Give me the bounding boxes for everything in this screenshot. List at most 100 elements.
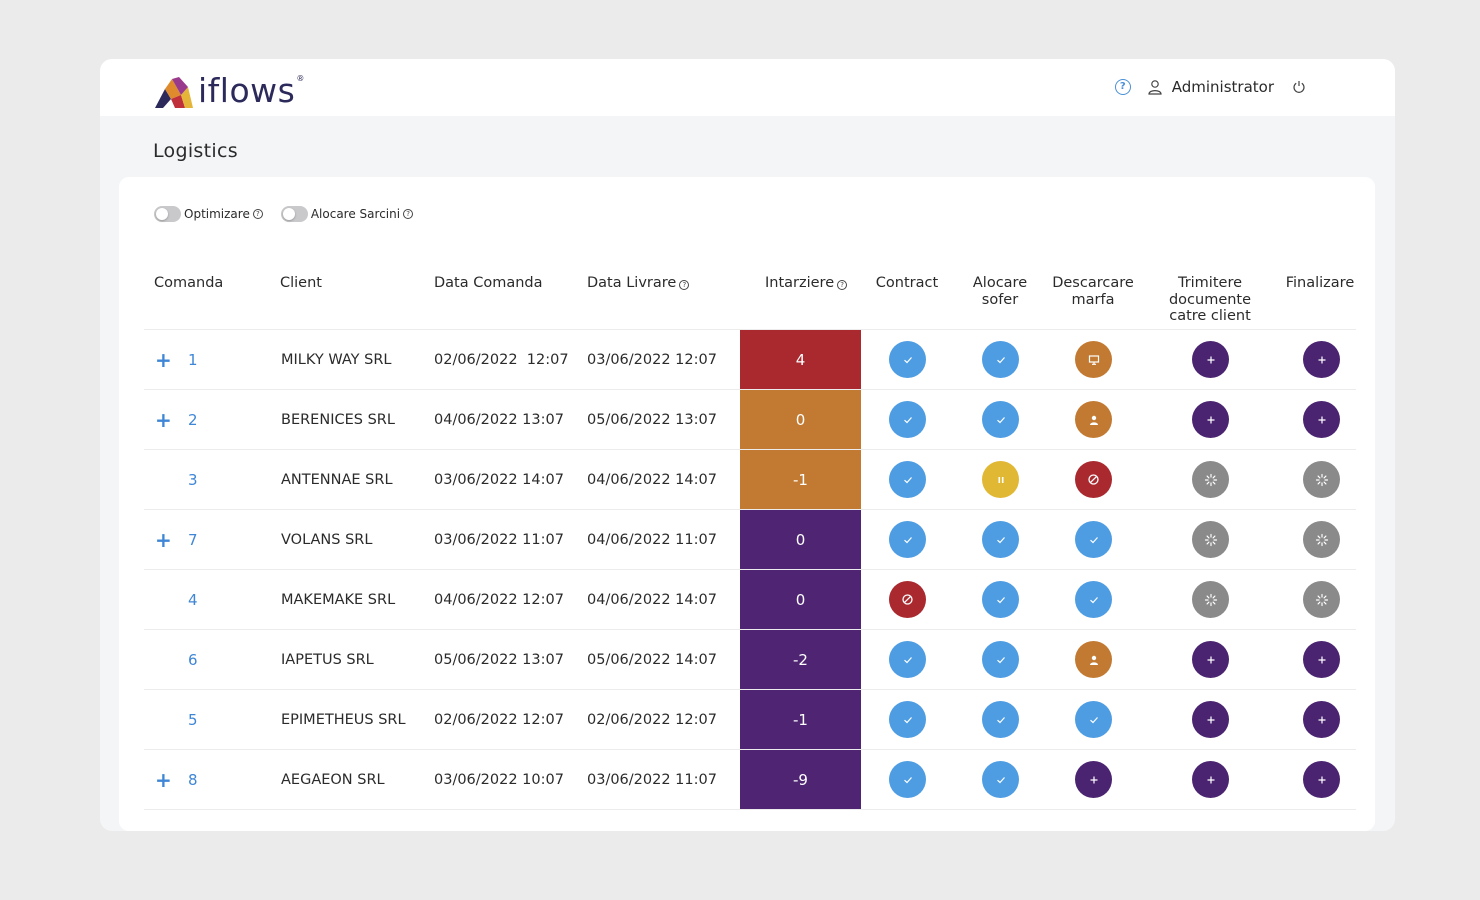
alocare-sofer-pause-icon[interactable] — [982, 461, 1019, 498]
column-header-data-livrare[interactable]: Data Livrare? — [587, 275, 690, 292]
finalizare-plus-icon[interactable] — [1303, 761, 1340, 798]
finalizare-plus-icon[interactable] — [1303, 641, 1340, 678]
column-header-data-comanda[interactable]: Data Comanda — [434, 275, 543, 291]
delay-cell: 0 — [740, 510, 861, 569]
optimizare-switch[interactable] — [154, 206, 181, 222]
toggle-label: Alocare Sarcini — [310, 207, 401, 221]
page-title: Logistics — [153, 140, 238, 162]
table-row[interactable]: +2 BERENICES SRL 04/06/2022 13:07 05/06/202… — [144, 390, 1356, 450]
delay-cell: -2 — [740, 630, 861, 689]
contract-done-check[interactable] — [889, 341, 926, 378]
order-number-link[interactable]: 6 — [188, 650, 198, 669]
toggle-alocare-sarcini[interactable]: Alocare Sarcini ? — [280, 206, 414, 222]
expand-row-icon[interactable]: + — [155, 527, 172, 552]
descarcare-marfa-blocked-icon[interactable] — [1075, 461, 1112, 498]
contract-done-check[interactable] — [889, 521, 926, 558]
column-header-trimitere-documente[interactable]: Trimitere documente catre client — [1156, 275, 1264, 325]
expand-row-icon[interactable]: + — [155, 767, 172, 792]
column-header-intarziere[interactable]: Intarziere? — [765, 275, 848, 292]
client-cell: IAPETUS SRL — [281, 651, 374, 668]
trimitere-documente-plus-icon[interactable] — [1192, 341, 1229, 378]
trimitere-documente-loading-icon[interactable] — [1192, 461, 1229, 498]
descarcare-marfa-person-icon[interactable] — [1075, 641, 1112, 678]
trimitere-documente-plus-icon[interactable] — [1192, 401, 1229, 438]
alocare-sofer-done-check[interactable] — [982, 761, 1019, 798]
trimitere-documente-loading-icon[interactable] — [1192, 521, 1229, 558]
descarcare-marfa-done-check[interactable] — [1075, 581, 1112, 618]
toggle-optimizare[interactable]: Optimizare ? — [154, 206, 263, 222]
order-number-link[interactable]: 3 — [188, 470, 198, 489]
help-icon[interactable]: ? — [252, 209, 263, 219]
trimitere-documente-plus-icon[interactable] — [1192, 641, 1229, 678]
finalizare-loading-icon[interactable] — [1303, 581, 1340, 618]
orders-card: Optimizare ? Alocare Sarcini ? Comanda C… — [119, 177, 1375, 831]
table-row[interactable]: 6 IAPETUS SRL 05/06/2022 13:07 05/06/2022 1… — [144, 630, 1356, 690]
contract-done-check[interactable] — [889, 761, 926, 798]
order-number-link[interactable]: 2 — [188, 410, 198, 429]
column-header-finalizare[interactable]: Finalizare — [1285, 275, 1355, 291]
order-number-link[interactable]: 1 — [188, 350, 198, 369]
trimitere-documente-plus-icon[interactable] — [1192, 701, 1229, 738]
power-icon[interactable] — [1292, 80, 1306, 94]
alocare-sofer-done-check[interactable] — [982, 641, 1019, 678]
contract-done-check[interactable] — [889, 401, 926, 438]
column-header-line: Alocare — [972, 275, 1028, 291]
descarcare-marfa-done-check[interactable] — [1075, 701, 1112, 738]
alocare-sofer-done-check[interactable] — [982, 341, 1019, 378]
logo[interactable]: iflows ® — [155, 73, 304, 109]
trimitere-documente-loading-icon[interactable] — [1192, 581, 1229, 618]
table-row[interactable]: +1 MILKY WAY SRL 02/06/2022 12:07 03/06/202… — [144, 330, 1356, 390]
logo-mark-icon — [155, 77, 193, 108]
contract-done-check[interactable] — [889, 641, 926, 678]
contract-done-check[interactable] — [889, 461, 926, 498]
order-number-link[interactable]: 4 — [188, 590, 198, 609]
alocare-sarcini-switch[interactable] — [280, 206, 308, 222]
user-name[interactable]: Administrator — [1171, 78, 1274, 96]
help-icon[interactable]: ? — [837, 280, 848, 290]
client-cell: BERENICES SRL — [281, 411, 395, 428]
finalizare-loading-icon[interactable] — [1303, 521, 1340, 558]
alocare-sofer-done-check[interactable] — [982, 581, 1019, 618]
delivery-date-cell: 04/06/2022 14:07 — [587, 471, 717, 488]
column-header-alocare-sofer[interactable]: Alocare sofer — [959, 275, 1041, 308]
column-header-descarcare-marfa[interactable]: Descarcare marfa — [1048, 275, 1138, 308]
alocare-sofer-done-check[interactable] — [982, 701, 1019, 738]
table-row[interactable]: +8 AEGAEON SRL 03/06/2022 10:07 03/06/2022 … — [144, 750, 1356, 810]
toggle-bar: Optimizare ? Alocare Sarcini ? — [154, 206, 431, 222]
order-number-link[interactable]: 5 — [188, 710, 198, 729]
order-number-link[interactable]: 7 — [188, 530, 198, 549]
table-row[interactable]: 5 EPIMETHEUS SRL 02/06/2022 12:07 02/06/202… — [144, 690, 1356, 750]
table-row[interactable]: 4 MAKEMAKE SRL 04/06/2022 12:07 04/06/2022 … — [144, 570, 1356, 630]
help-icon[interactable]: ? — [679, 280, 690, 290]
alocare-sofer-done-check[interactable] — [982, 521, 1019, 558]
delay-cell: 0 — [740, 570, 861, 629]
descarcare-marfa-monitor-icon[interactable] — [1075, 341, 1112, 378]
column-header-comanda[interactable]: Comanda — [154, 275, 224, 291]
expand-row-icon[interactable]: + — [155, 407, 172, 432]
column-header-contract[interactable]: Contract — [875, 275, 939, 291]
order-date-cell: 05/06/2022 13:07 — [434, 651, 564, 668]
finalizare-loading-icon[interactable] — [1303, 461, 1340, 498]
table-row[interactable]: 3 ANTENNAE SRL 03/06/2022 14:07 04/06/2022 … — [144, 450, 1356, 510]
help-icon[interactable]: ? — [1114, 79, 1131, 95]
expand-row-icon[interactable]: + — [155, 347, 172, 372]
column-header-client[interactable]: Client — [280, 275, 322, 291]
finalizare-plus-icon[interactable] — [1303, 701, 1340, 738]
descarcare-marfa-done-check[interactable] — [1075, 521, 1112, 558]
help-icon[interactable]: ? — [403, 209, 414, 219]
table-row[interactable]: +7 VOLANS SRL 03/06/2022 11:07 04/06/2022 1… — [144, 510, 1356, 570]
order-date-cell: 03/06/2022 11:07 — [434, 531, 564, 548]
user-icon[interactable] — [1147, 79, 1163, 95]
delay-cell: -1 — [740, 690, 861, 749]
descarcare-marfa-person-icon[interactable] — [1075, 401, 1112, 438]
finalizare-plus-icon[interactable] — [1303, 401, 1340, 438]
alocare-sofer-done-check[interactable] — [982, 401, 1019, 438]
order-date-cell: 04/06/2022 13:07 — [434, 411, 564, 428]
finalizare-plus-icon[interactable] — [1303, 341, 1340, 378]
order-date-cell: 04/06/2022 12:07 — [434, 591, 564, 608]
descarcare-marfa-plus-icon[interactable] — [1075, 761, 1112, 798]
contract-blocked-icon[interactable] — [889, 581, 926, 618]
contract-done-check[interactable] — [889, 701, 926, 738]
order-number-link[interactable]: 8 — [188, 770, 198, 789]
trimitere-documente-plus-icon[interactable] — [1192, 761, 1229, 798]
